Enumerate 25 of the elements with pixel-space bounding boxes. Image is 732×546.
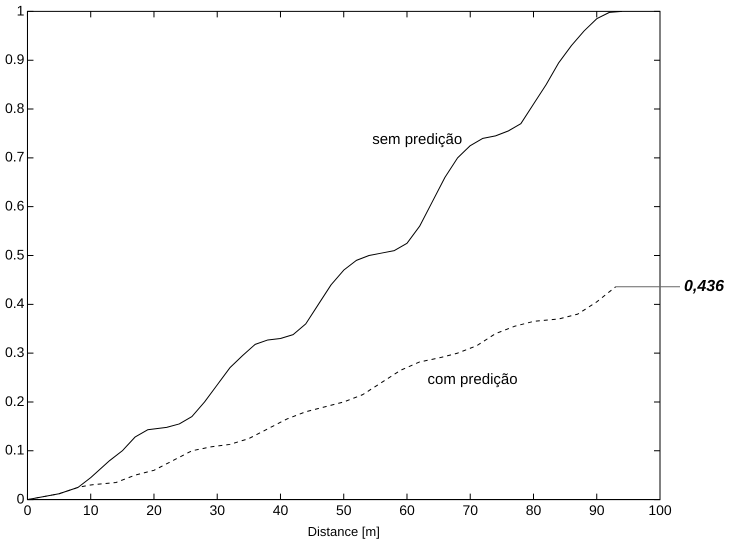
x-tick-label: 70 — [462, 502, 478, 518]
x-tick-label: 60 — [399, 502, 415, 518]
y-tick-label: 0.2 — [4, 392, 25, 409]
y-tick-label: 0.5 — [4, 246, 25, 262]
y-tick-label: 0.4 — [4, 295, 25, 312]
y-tick-label: 0 — [16, 490, 25, 506]
y-tick-label: 0.3 — [4, 344, 25, 360]
x-tick-label: 100 — [648, 502, 672, 518]
y-tick-label: 0.7 — [4, 148, 25, 165]
x-tick-label: 50 — [336, 502, 352, 518]
x-tick-label: 20 — [146, 502, 162, 518]
series-label: com predição — [428, 370, 518, 388]
y-tick-label: 0.8 — [4, 100, 25, 116]
x-tick-label: 30 — [209, 502, 226, 518]
y-tick-label: 0.9 — [4, 51, 25, 68]
x-tick-label: 40 — [272, 502, 288, 518]
y-tick-label: 1 — [16, 2, 25, 18]
annotation: 0,436 — [684, 278, 724, 296]
series-label: sem predição — [372, 130, 462, 148]
x-tick-label: 10 — [82, 502, 99, 518]
x-tick-label: 80 — [526, 502, 542, 518]
y-tick-label: 0.6 — [4, 198, 25, 214]
x-tick-label: 90 — [588, 502, 605, 518]
x-axis-title: Distance [m] — [308, 524, 380, 539]
y-tick-label: 0.1 — [4, 442, 25, 458]
